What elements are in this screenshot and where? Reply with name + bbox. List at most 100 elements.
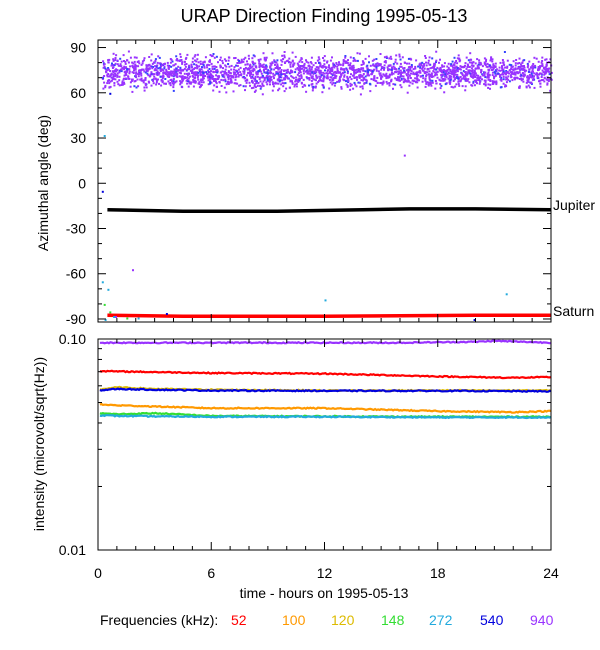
scatter-point <box>311 75 314 78</box>
scatter-point <box>541 79 544 81</box>
scatter-point <box>207 83 210 86</box>
scatter-point <box>547 68 550 71</box>
scatter-point <box>428 56 431 59</box>
scatter-point <box>352 57 355 60</box>
scatter-point <box>283 69 286 72</box>
scatter-point <box>175 55 178 58</box>
scatter-point <box>283 56 286 59</box>
y-tick-label: 0.01 <box>59 542 86 558</box>
scatter-point <box>370 78 373 81</box>
scatter-point <box>255 72 258 75</box>
scatter-point <box>188 80 191 83</box>
scatter-point <box>451 65 454 68</box>
scatter-point <box>235 64 238 67</box>
scatter-point <box>530 71 533 74</box>
scatter-point <box>369 64 372 67</box>
scatter-point <box>310 68 313 71</box>
scatter-point <box>388 75 391 78</box>
legend-item-272: 272 <box>429 612 453 628</box>
scatter-point <box>210 81 213 84</box>
scatter-point <box>472 61 475 64</box>
scatter-point <box>119 57 122 60</box>
scatter-point <box>527 80 530 83</box>
scatter-point <box>308 77 310 79</box>
scatter-point <box>317 69 319 72</box>
scatter-point <box>519 63 522 66</box>
scatter-point <box>134 68 137 71</box>
scatter-point <box>280 73 283 76</box>
scatter-point <box>314 62 317 64</box>
scatter-point <box>373 64 376 67</box>
scatter-point <box>167 80 170 83</box>
scatter-point <box>536 72 539 75</box>
scatter-point <box>340 86 343 89</box>
scatter-point <box>242 85 245 88</box>
scatter-point <box>490 57 493 60</box>
scatter-point <box>174 71 177 74</box>
chart-title: URAP Direction Finding 1995-05-13 <box>181 6 468 26</box>
scatter-point <box>359 68 362 71</box>
scatter-point <box>464 62 467 65</box>
scatter-point <box>144 77 147 80</box>
scatter-point <box>449 68 452 71</box>
scatter-point <box>386 82 389 85</box>
scatter-point <box>306 77 309 80</box>
scatter-point <box>537 60 540 63</box>
scatter-point <box>155 69 158 72</box>
scatter-point <box>249 63 252 66</box>
scatter-point <box>547 61 550 64</box>
scatter-point <box>203 66 206 69</box>
scatter-point <box>456 62 459 65</box>
scatter-point <box>350 68 353 70</box>
scatter-point <box>207 76 210 79</box>
scatter-point <box>248 81 251 84</box>
legend-item-940: 940 <box>530 612 554 628</box>
scatter-point <box>486 74 489 77</box>
scatter-point <box>376 62 379 65</box>
scatter-point <box>539 82 542 85</box>
scatter-point <box>198 69 201 71</box>
scatter-point <box>503 51 506 53</box>
scatter-point <box>470 72 473 75</box>
scatter-point <box>303 64 306 66</box>
scatter-point <box>326 74 329 77</box>
scatter-point <box>501 59 504 61</box>
scatter-point <box>407 66 410 69</box>
scatter-point <box>133 68 136 71</box>
intensity-plot-frame <box>97 338 552 551</box>
scatter-point <box>324 69 326 72</box>
scatter-point <box>453 56 456 59</box>
scatter-point <box>238 84 241 87</box>
scatter-point <box>272 72 275 75</box>
scatter-point <box>212 53 215 55</box>
scatter-point <box>296 62 299 65</box>
scatter-point <box>401 56 404 59</box>
scatter-point <box>490 56 493 59</box>
scatter-point <box>309 73 312 76</box>
scatter-point <box>531 64 534 67</box>
scatter-point <box>173 64 176 67</box>
scatter-point <box>366 67 369 70</box>
scatter-point <box>254 77 257 80</box>
scatter-point <box>229 72 232 75</box>
scatter-point <box>181 76 184 79</box>
scatter-point <box>112 59 115 62</box>
scatter-point <box>202 74 205 77</box>
scatter-point <box>456 67 459 70</box>
scatter-point <box>339 79 341 82</box>
scatter-point <box>321 84 324 86</box>
scatter-point <box>349 56 352 59</box>
scatter-point <box>366 74 369 77</box>
scatter-point <box>369 90 372 93</box>
scatter-point <box>398 79 400 82</box>
scatter-point <box>358 81 361 84</box>
scatter-point <box>277 78 280 81</box>
scatter-point <box>208 64 211 67</box>
scatter-point <box>416 81 419 84</box>
scatter-point <box>526 79 529 82</box>
scatter-point <box>279 67 281 69</box>
series-940-intensity <box>99 339 551 345</box>
scatter-point <box>531 67 534 70</box>
scatter-point <box>308 84 310 87</box>
scatter-point <box>424 78 427 81</box>
